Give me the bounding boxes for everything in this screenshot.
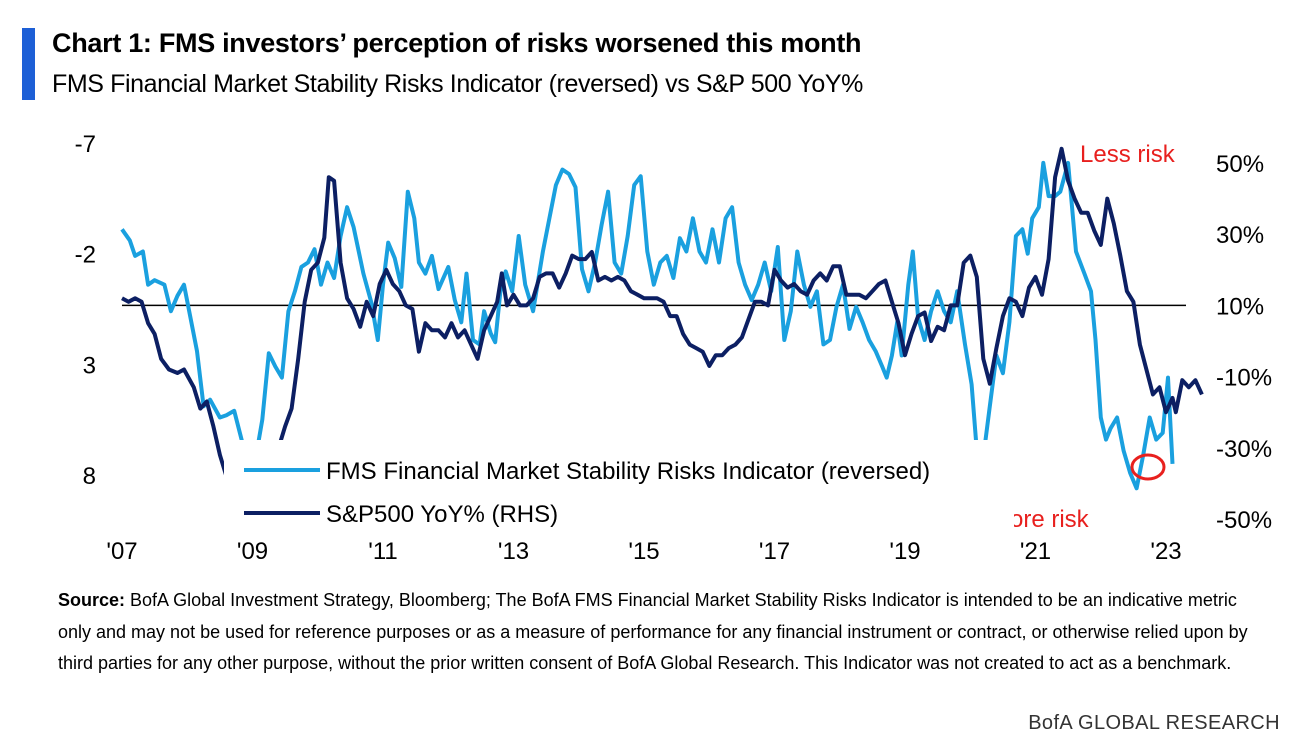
- chart-subtitle: FMS Financial Market Stability Risks Ind…: [52, 70, 863, 98]
- right-tick-label: 50%: [1216, 151, 1264, 178]
- source-note: Source: BofA Global Investment Strategy,…: [58, 585, 1258, 680]
- x-tick-label: '11: [368, 538, 398, 565]
- x-tick-label: '09: [237, 538, 268, 565]
- x-axis: '07 '09 '11 '13 '15 '17 '19 '21 '23: [106, 538, 1181, 565]
- legend-label-sp500: S&P500 YoY% (RHS): [326, 501, 558, 528]
- source-label: Source:: [58, 590, 126, 610]
- right-tick-label: 30%: [1216, 222, 1264, 249]
- right-tick-label: -10%: [1216, 365, 1272, 392]
- annotation-less-risk: Less risk: [1080, 141, 1176, 168]
- right-tick-label: -30%: [1216, 436, 1272, 463]
- left-tick-label: 3: [83, 352, 96, 379]
- left-tick-label: 8: [83, 463, 96, 490]
- legend-background: [224, 440, 1014, 540]
- right-axis: 50% 30% 10% -10% -30% -50%: [1216, 151, 1272, 534]
- source-text: BofA Global Investment Strategy, Bloombe…: [58, 590, 1248, 673]
- left-tick-label: -7: [75, 131, 96, 158]
- left-tick-label: -2: [75, 242, 96, 269]
- title-accent-bar: [22, 28, 35, 100]
- x-tick-label: '13: [498, 538, 529, 565]
- chart-title: Chart 1: FMS investors’ perception of ri…: [52, 28, 862, 58]
- chart-canvas: -7 -2 3 8 50% 30% 10% -10% -30% -50% '07 '09 '11 '1…: [75, 131, 1272, 565]
- right-tick-label: -50%: [1216, 507, 1272, 534]
- right-tick-label: 10%: [1216, 293, 1264, 320]
- left-axis: -7 -2 3 8: [75, 131, 96, 490]
- series-line-fms-indicator: [120, 160, 1175, 491]
- x-tick-label: '23: [1150, 538, 1181, 565]
- x-tick-label: '15: [628, 538, 659, 565]
- x-tick-label: '17: [759, 538, 790, 565]
- x-tick-label: '21: [1020, 538, 1051, 565]
- x-tick-label: '19: [889, 538, 920, 565]
- legend: FMS Financial Market Stability Risks Ind…: [224, 440, 1014, 540]
- brand-footer: BofA GLOBAL RESEARCH: [1028, 712, 1280, 734]
- x-tick-label: '07: [106, 538, 137, 565]
- latest-point-circle: [1130, 453, 1166, 481]
- series-line-sp500-yoy: [121, 146, 1204, 504]
- legend-label-fms: FMS Financial Market Stability Risks Ind…: [326, 458, 930, 485]
